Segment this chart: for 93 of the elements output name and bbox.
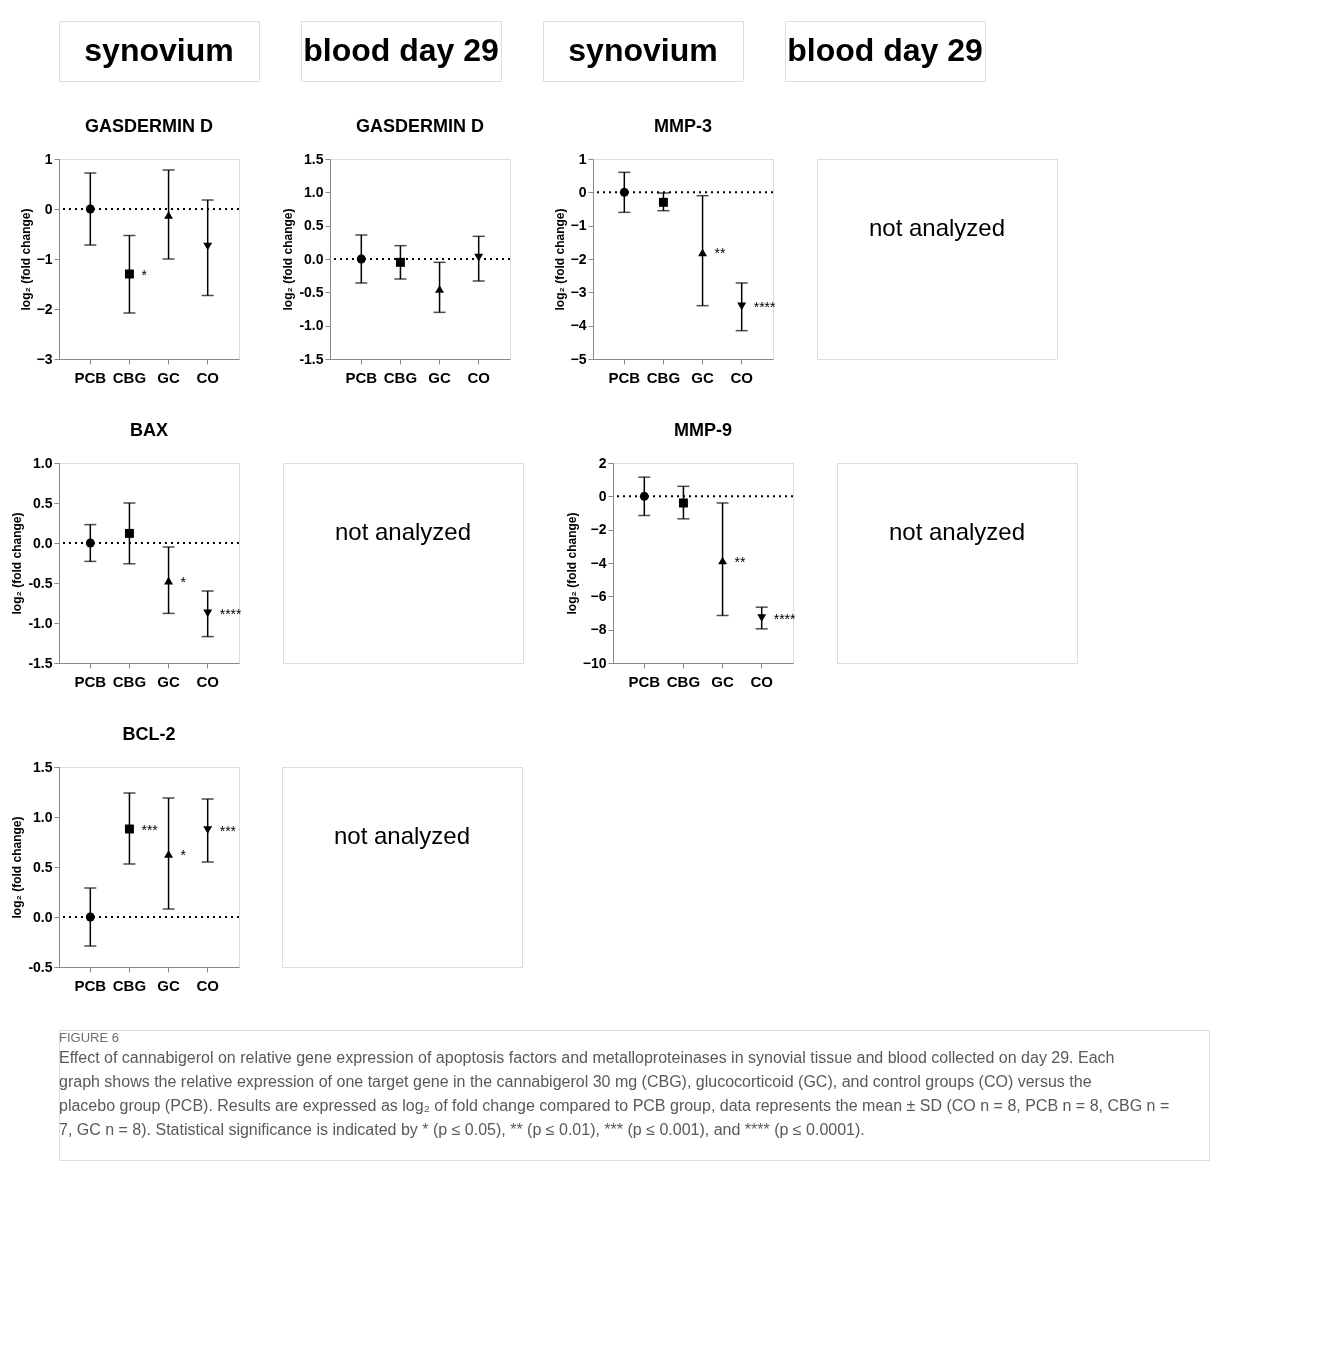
annotation: ** [734, 553, 747, 570]
annotation: * [141, 267, 148, 283]
x-tick-label: CO [750, 672, 774, 690]
y-tick-label: 0.5 [33, 494, 53, 511]
text: synovium [568, 32, 718, 68]
y-tick-label: 1 [44, 150, 53, 167]
x-tick-label: PCB [628, 672, 661, 690]
y-axis-title: log₂ (fold change) [281, 208, 296, 311]
text: not analyzed [888, 518, 1026, 545]
chart-title: MMP-9 [674, 420, 732, 440]
y-tick-label: 0 [44, 200, 53, 217]
y-axis-title: log₂ (fold change) [18, 208, 33, 311]
x-tick-label: GC [157, 976, 180, 994]
x-tick-label: CO [196, 672, 220, 690]
annotation: *** [141, 822, 159, 838]
chart-title: GASDERMIN D [84, 116, 214, 136]
y-tick-label: -0.5 [299, 283, 324, 300]
y-tick-label: 2 [598, 454, 607, 471]
x-tick-label: PCB [608, 368, 641, 386]
x-tick-label: GC [157, 672, 180, 690]
annotation: **** [753, 299, 777, 316]
y-tick-label: −2 [570, 250, 587, 267]
chart-title: BAX [129, 420, 169, 440]
y-tick-label: 0 [598, 487, 607, 504]
x-tick-label: CBG [383, 368, 418, 386]
caption: FIGURE 6 [59, 1030, 119, 1045]
y-tick-label: -1.5 [299, 350, 324, 367]
x-tick-label: CBG [112, 368, 147, 386]
y-axis-title: log₂ (fold change) [10, 816, 25, 919]
text: blood day 29 [787, 32, 983, 68]
annotation: * [180, 847, 187, 863]
y-tick-label: −4 [590, 554, 607, 571]
y-tick-label: −8 [590, 621, 607, 638]
y-tick-label: −2 [36, 300, 53, 317]
y-tick-label: −1 [570, 217, 587, 234]
y-tick-label: -0.5 [28, 574, 53, 591]
y-tick-label: 0.0 [33, 908, 53, 925]
x-tick-label: CO [730, 368, 754, 386]
x-tick-label: CBG [112, 976, 147, 994]
y-tick-label: -0.5 [28, 958, 53, 975]
y-axis-title: log₂ (fold change) [564, 512, 579, 615]
x-tick-label: PCB [74, 976, 107, 994]
y-tick-label: −5 [570, 350, 587, 367]
y-tick-label: −10 [582, 654, 607, 671]
annotation: **** [773, 611, 797, 627]
y-tick-label: −2 [590, 521, 607, 538]
annotation: ** [714, 245, 727, 262]
y-tick-label: −4 [570, 317, 587, 334]
y-tick-label: 0.0 [304, 250, 324, 267]
text: not analyzed [334, 518, 472, 545]
text: not analyzed [333, 822, 471, 849]
y-tick-label: 1.0 [304, 183, 324, 200]
x-tick-label: PCB [74, 368, 107, 386]
x-tick-label: GC [157, 368, 180, 386]
x-tick-label: CO [467, 368, 491, 386]
y-tick-label: -1.0 [28, 614, 53, 631]
y-tick-label: -1.0 [299, 317, 324, 334]
y-tick-label: 1.0 [33, 808, 53, 825]
y-tick-label: −1 [36, 250, 53, 267]
x-tick-label: CO [196, 368, 220, 386]
y-tick-label: −3 [570, 283, 587, 300]
chart-title: GASDERMIN D [355, 116, 485, 136]
y-axis-title: log₂ (fold change) [552, 208, 567, 311]
y-tick-label: 0.5 [304, 217, 324, 234]
chart-title: MMP-3 [654, 116, 712, 136]
annotation: *** [219, 823, 237, 839]
text: blood day 29 [303, 32, 499, 68]
x-tick-label: GC [428, 368, 451, 386]
text: Effect of cannabigerol on relative gene expression of apoptosis factors and metalloproteinases in synovial tissue and blood collected on day 29. Each graph shows the relative expression of one target gene in the cannabigerol 30 mg (CBG), glucocorticoid (GC), and control groups (CO) versus the placebo group (PCB). Results are expressed as log₂ of fold change compared to PCB group, data represents the mean ± SD (CO n = 8, PCB n = 8, CBG n = 7, GC n = 8). Statistical significance is indicated by * (p ≤ 0.05), ** (p ≤ 0.01), *** (p ≤ 0.001), and **** (p ≤ 0.0001). [59, 1049, 1170, 1138]
text: not analyzed [868, 214, 1006, 241]
annotation: * [180, 573, 187, 590]
y-tick-label: 1 [578, 150, 587, 167]
x-tick-label: GC [711, 672, 734, 690]
y-tick-label: 1.5 [304, 150, 324, 167]
y-tick-label: 1.5 [33, 758, 53, 775]
y-tick-label: -1.5 [28, 654, 53, 671]
y-tick-label: −6 [590, 587, 607, 604]
y-tick-label: 0.5 [33, 858, 53, 875]
chart-title: BCL-2 [122, 724, 176, 744]
x-tick-label: PCB [74, 672, 107, 690]
text: synovium [84, 32, 234, 68]
x-tick-label: PCB [345, 368, 378, 386]
y-tick-label: 0.0 [33, 534, 53, 551]
y-tick-label: −3 [36, 350, 53, 367]
x-tick-label: GC [691, 368, 714, 386]
y-tick-label: 0 [578, 183, 587, 200]
annotation: **** [219, 606, 243, 623]
y-tick-label: 1.0 [33, 454, 53, 471]
x-tick-label: CO [196, 976, 220, 994]
x-tick-label: CBG [666, 672, 701, 690]
x-tick-label: CBG [112, 672, 147, 690]
x-tick-label: CBG [646, 368, 681, 386]
y-axis-title: log₂ (fold change) [10, 512, 25, 615]
